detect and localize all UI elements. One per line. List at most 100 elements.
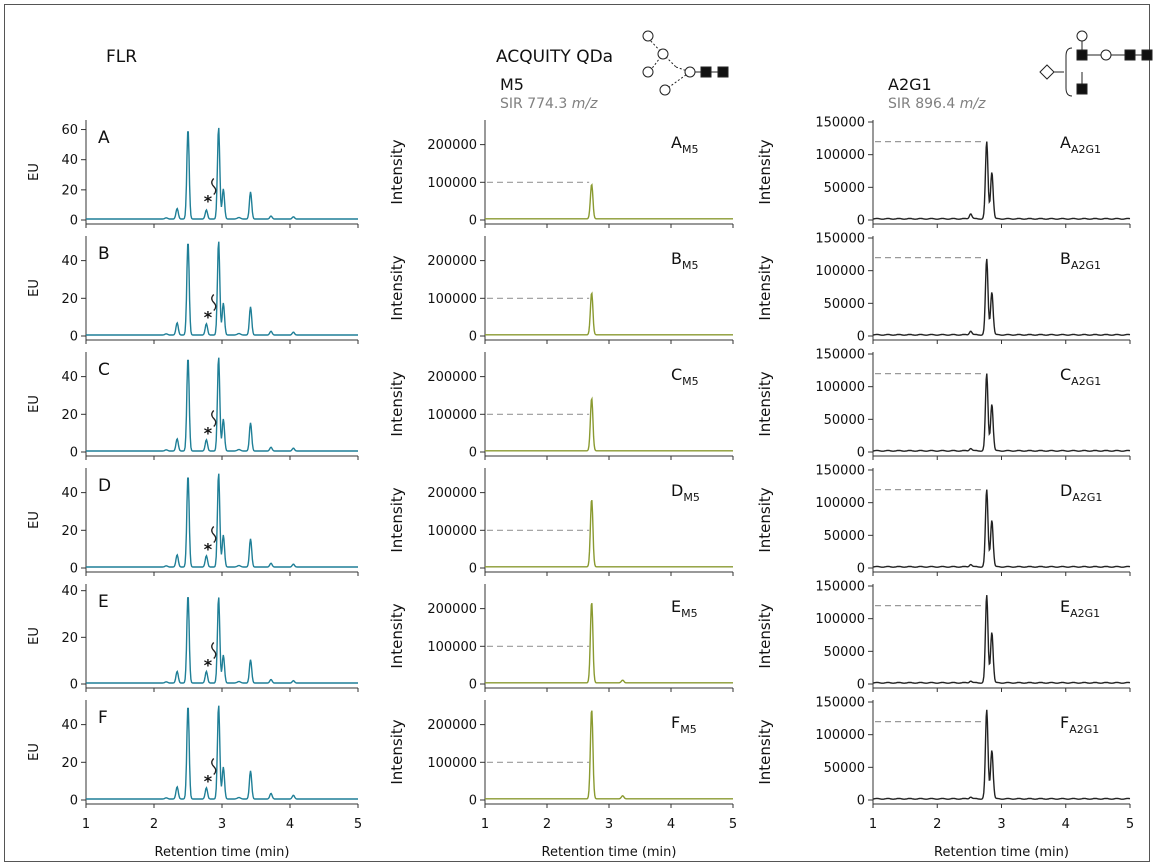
m5-sir-label: SIR 774.3 m/z (500, 96, 598, 112)
a2g1-glycan-structure-icon (1039, 30, 1153, 97)
panel-flr-a: 0 20 40 60 EU A * (27, 120, 359, 229)
panel-label: AM5 (671, 133, 698, 156)
y-tick-label: 50000 (824, 181, 865, 196)
y-axis-title: Intensity (388, 255, 406, 320)
y-tick-label: 50000 (824, 529, 865, 544)
y-tick-label: 100000 (815, 264, 865, 279)
series-trace (86, 473, 358, 568)
x-tick-label: 3 (997, 817, 1005, 832)
figure-frame (4, 4, 1150, 862)
y-tick-label: 40 (61, 254, 78, 269)
y-tick-label: 20 (61, 524, 78, 539)
series-trace (86, 357, 358, 452)
y-axis-title: Intensity (388, 487, 406, 552)
qda-title: ACQUITY QDa (496, 47, 613, 67)
y-axis-title: Intensity (756, 719, 774, 784)
x-tick-label: 2 (933, 817, 941, 832)
y-axis-title: EU (27, 627, 42, 645)
panel-m5-c: 0 100000 200000 Intensity CM5 (388, 352, 734, 461)
y-tick-label: 200000 (427, 486, 477, 501)
peak-asterisk-marker: * (204, 307, 213, 326)
m5-glycan-structure-icon (642, 30, 729, 96)
panel-m5-e: 0 100000 200000 Intensity EM5 (388, 584, 734, 693)
series-trace (485, 710, 733, 800)
y-tick-label: 0 (70, 678, 78, 693)
y-tick-label: 0 (469, 794, 477, 809)
panel-a2g1-d: 0 50000 100000 150000 Intensity DA2G1 (756, 464, 1131, 577)
series-trace (485, 291, 733, 336)
peak-annotation-glyph (211, 294, 217, 311)
series-trace (872, 489, 1131, 568)
y-tick-label: 20 (61, 292, 78, 307)
y-tick-label: 0 (70, 446, 78, 461)
y-tick-label: 50000 (824, 645, 865, 660)
panel-label: D (98, 476, 111, 496)
series-trace (86, 597, 358, 684)
y-tick-label: 0 (70, 562, 78, 577)
panel-label: C (98, 360, 110, 380)
y-tick-label: 0 (857, 562, 865, 577)
y-tick-label: 100000 (427, 292, 477, 307)
x-tick-label: 2 (150, 817, 158, 832)
panel-flr-e: 0 20 40 EU E * (27, 584, 359, 693)
y-tick-label: 100000 (427, 756, 477, 771)
panel-label: BA2G1 (1060, 249, 1101, 272)
y-tick-label: 100000 (815, 496, 865, 511)
x-tick-label: 4 (286, 817, 294, 832)
y-tick-label: 40 (61, 370, 78, 385)
y-tick-label: 0 (857, 446, 865, 461)
y-axis-title: Intensity (388, 139, 406, 204)
y-tick-label: 200000 (427, 602, 477, 617)
panel-a2g1-b: 0 50000 100000 150000 Intensity BA2G1 (756, 232, 1131, 345)
x-tick-label: 5 (1126, 817, 1134, 832)
y-axis-title: EU (27, 743, 42, 761)
y-tick-label: 100000 (815, 728, 865, 743)
panel-label: FM5 (671, 713, 697, 736)
y-tick-label: 50000 (824, 413, 865, 428)
y-tick-label: 0 (469, 562, 477, 577)
y-tick-label: 150000 (815, 232, 865, 247)
y-tick-label: 200000 (427, 718, 477, 733)
y-tick-label: 0 (857, 214, 865, 229)
y-tick-label: 40 (61, 486, 78, 501)
panel-label: DA2G1 (1060, 481, 1102, 504)
y-tick-label: 100000 (427, 640, 477, 655)
series-trace (872, 709, 1131, 800)
y-tick-label: 150000 (815, 348, 865, 363)
panel-label: F (98, 708, 108, 728)
x-tick-label: 1 (82, 817, 90, 832)
series-trace (86, 127, 358, 220)
series-trace (485, 602, 733, 684)
y-axis-title: Intensity (388, 719, 406, 784)
panel-flr-f: 0 20 40 EU F * 1 2 3 4 5 Retention time (min) (27, 700, 362, 860)
panel-a2g1-c: 0 50000 100000 150000 Intensity CA2G1 (756, 348, 1131, 461)
flr-title: FLR (106, 47, 137, 67)
y-tick-label: 0 (70, 794, 78, 809)
y-tick-label: 50000 (824, 761, 865, 776)
y-tick-label: 40 (61, 584, 78, 599)
panel-flr-c: 0 20 40 EU C * (27, 352, 359, 461)
panel-flr-b: 0 20 40 EU B * (27, 236, 359, 345)
y-tick-label: 100000 (427, 408, 477, 423)
peak-annotation-glyph (211, 178, 217, 195)
panel-flr-d: 0 20 40 EU D * (27, 468, 359, 577)
y-tick-label: 40 (61, 718, 78, 733)
panel-m5-d: 0 100000 200000 Intensity DM5 (388, 468, 734, 577)
y-axis-title: Intensity (388, 371, 406, 436)
panel-label: B (98, 244, 110, 264)
y-tick-label: 100000 (815, 380, 865, 395)
y-tick-label: 150000 (815, 116, 865, 131)
y-tick-label: 200000 (427, 254, 477, 269)
y-tick-label: 20 (61, 631, 78, 646)
panel-label: E (98, 592, 109, 612)
y-tick-label: 20 (61, 756, 78, 771)
panel-label: FA2G1 (1060, 713, 1099, 736)
series-trace (485, 396, 733, 452)
x-tick-label: 3 (218, 817, 226, 832)
y-axis-title: Intensity (388, 603, 406, 668)
x-tick-label: 1 (869, 817, 877, 832)
series-trace (872, 595, 1131, 684)
y-tick-label: 0 (469, 446, 477, 461)
panel-label: EA2G1 (1060, 597, 1100, 620)
series-trace (872, 258, 1131, 336)
